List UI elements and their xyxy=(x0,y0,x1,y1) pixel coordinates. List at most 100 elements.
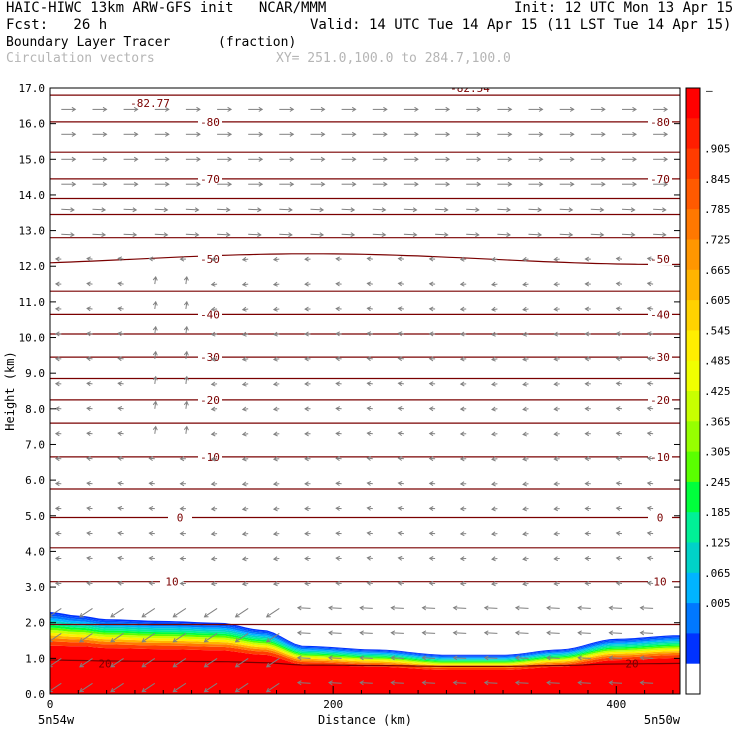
vector-head xyxy=(210,431,216,437)
temperature-contours: -80 -80-70 -70-50 -50-40 -40-30 -30-20 -20-10-… xyxy=(50,88,680,671)
contour-label-bg xyxy=(648,510,672,524)
vector-head xyxy=(194,207,200,213)
vector-shaft xyxy=(422,657,436,659)
colorbar-segment xyxy=(686,269,700,301)
y-tick-label: 15.0 xyxy=(19,153,46,166)
contour-label: 10 xyxy=(165,576,178,589)
vector-head xyxy=(117,480,123,486)
vector-head xyxy=(296,630,302,636)
contour-label: -30 xyxy=(650,351,670,364)
vector-head xyxy=(359,630,364,636)
vector-head xyxy=(110,687,116,693)
vector-head xyxy=(414,106,419,112)
vector-head xyxy=(507,131,513,137)
vector-head xyxy=(584,580,590,586)
vector-shaft xyxy=(61,233,74,236)
vector-head xyxy=(350,207,356,213)
vector-head xyxy=(452,605,458,611)
vector-head xyxy=(546,655,551,661)
contour-label-bg xyxy=(648,114,672,128)
vector-head xyxy=(54,481,60,487)
vector-head xyxy=(646,406,652,411)
vector-head xyxy=(54,456,60,462)
vector-shaft xyxy=(453,682,467,684)
vector-head xyxy=(210,256,216,262)
vector-head xyxy=(412,232,418,238)
vector-head xyxy=(522,506,527,512)
vector-head xyxy=(133,131,139,137)
vector-head xyxy=(615,580,621,586)
vector-head xyxy=(148,505,154,511)
vector-head xyxy=(79,687,84,693)
colorbar-segment xyxy=(686,542,700,574)
vector-head xyxy=(630,232,636,238)
vector-shaft xyxy=(310,208,324,211)
vector-head xyxy=(117,306,123,312)
vector-shaft xyxy=(235,682,249,693)
vector-head xyxy=(459,306,465,312)
vector-head xyxy=(646,455,652,461)
colorbar-segment xyxy=(686,572,700,604)
vector-shaft xyxy=(484,682,498,684)
vector-shaft xyxy=(497,233,511,236)
vector-head xyxy=(86,306,91,312)
vector-head xyxy=(203,687,209,693)
contour-label-bg xyxy=(648,307,672,321)
contour-label-bg xyxy=(198,171,222,185)
vector-head xyxy=(117,256,123,262)
vector-head xyxy=(272,556,278,562)
vector-shaft xyxy=(391,657,404,659)
vector-head xyxy=(483,630,489,636)
vector-head xyxy=(615,480,621,486)
vector-head xyxy=(148,481,154,487)
vector-head xyxy=(366,306,372,312)
vector-head xyxy=(265,612,271,618)
vector-head xyxy=(483,605,489,611)
contour-label-bg xyxy=(198,350,222,364)
vector-shaft xyxy=(154,376,157,384)
vector-head xyxy=(319,232,325,238)
vector-shaft xyxy=(559,233,573,236)
vector-head xyxy=(491,581,496,587)
contour-label-bg xyxy=(648,574,672,588)
vector-head xyxy=(210,506,216,512)
vector-shaft xyxy=(640,657,654,659)
vector-head xyxy=(265,637,271,643)
vector-head xyxy=(234,612,240,618)
contour-label: -50 xyxy=(200,253,220,266)
vector-head xyxy=(335,281,341,287)
y-tick-label: 17.0 xyxy=(19,82,46,95)
colorbar-label: .365 xyxy=(704,415,731,428)
vector-head xyxy=(86,530,91,536)
colorbar-segment xyxy=(686,88,700,119)
vector-head xyxy=(210,456,216,462)
vector-head xyxy=(54,356,60,362)
vector-head xyxy=(54,506,60,512)
vector-shaft xyxy=(50,682,62,692)
vector-head xyxy=(615,431,621,436)
vector-head xyxy=(54,431,60,437)
vector-head xyxy=(445,181,451,187)
vector-head xyxy=(646,530,652,536)
vector-shaft xyxy=(266,607,280,618)
vector-head xyxy=(397,406,403,412)
vector-head xyxy=(289,106,295,112)
vector-head xyxy=(194,232,200,238)
vector-shaft xyxy=(466,208,479,211)
vector-head xyxy=(234,662,240,668)
contour-label: -40 xyxy=(650,308,670,321)
vector-shaft xyxy=(154,276,157,285)
vector-head xyxy=(383,131,388,137)
vector-head xyxy=(646,580,652,586)
colorbar-label: .725 xyxy=(704,234,731,247)
contour-label-bg xyxy=(168,510,192,524)
vector-shaft xyxy=(341,208,355,211)
vector-head xyxy=(428,530,434,537)
vector-head xyxy=(133,156,139,162)
vector-shaft xyxy=(204,682,218,693)
vector-head xyxy=(227,156,233,162)
vector-head xyxy=(102,131,108,137)
vector-head xyxy=(507,156,513,162)
vector-head xyxy=(54,331,60,337)
vector-head xyxy=(210,556,216,562)
